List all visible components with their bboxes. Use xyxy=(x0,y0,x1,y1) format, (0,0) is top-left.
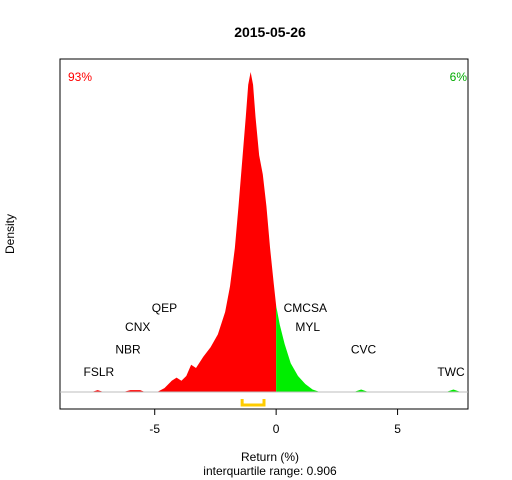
chart-title: 2015-05-26 xyxy=(234,24,306,40)
density-layer xyxy=(60,72,468,407)
x-axis: -5 0 5 xyxy=(149,409,401,436)
plot-box xyxy=(59,58,469,410)
label-nbr: NBR xyxy=(115,343,141,357)
density-negative-area xyxy=(91,72,277,392)
label-cmcsa: CMCSA xyxy=(284,301,327,315)
iqr-bracket xyxy=(240,399,266,407)
pct-right: 6% xyxy=(450,70,468,84)
x-tick-label: 5 xyxy=(394,422,401,436)
pct-left: 93% xyxy=(68,70,92,84)
x-tick-label: 0 xyxy=(273,422,280,436)
label-fslr: FSLR xyxy=(84,365,115,379)
label-twc: TWC xyxy=(437,365,465,379)
label-qep: QEP xyxy=(152,301,177,315)
x-axis-label: Return (%) xyxy=(241,450,299,464)
label-myl: MYL xyxy=(295,320,320,334)
label-cnx: CNX xyxy=(125,320,150,334)
density-positive-area xyxy=(276,305,461,392)
x-tick-label: -5 xyxy=(149,422,160,436)
label-cvc: CVC xyxy=(351,343,377,357)
y-axis-label: Density xyxy=(3,214,17,254)
subtitle: interquartile range: 0.906 xyxy=(203,464,337,478)
